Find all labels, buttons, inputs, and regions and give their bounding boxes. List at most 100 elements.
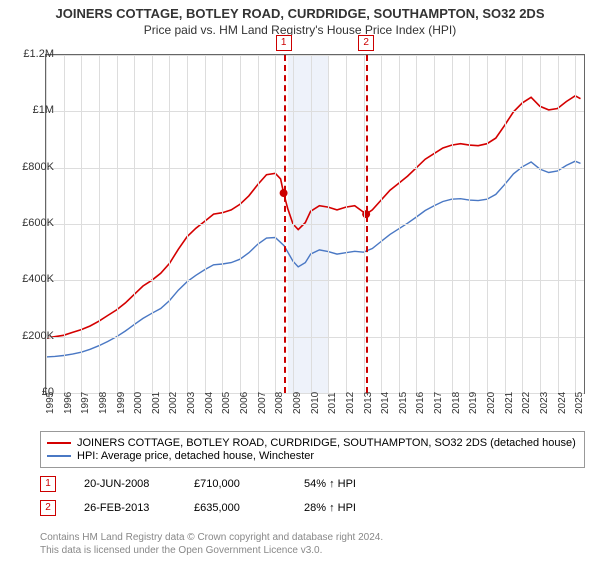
gridline-vertical [328,55,329,393]
legend-swatch [47,455,71,457]
legend-item: JOINERS COTTAGE, BOTLEY ROAD, CURDRIDGE,… [47,437,578,449]
x-axis-tick-label: 2011 [327,392,338,414]
sale-marker-label: 2 [358,35,374,51]
gridline-vertical [540,55,541,393]
gridline-horizontal [46,337,584,338]
sale-marker-line [284,55,286,393]
sale-date: 26-FEB-2013 [84,502,194,514]
gridline-horizontal [46,224,584,225]
chart-subtitle: Price paid vs. HM Land Registry's House … [0,23,600,37]
footer-line-1: Contains HM Land Registry data © Crown c… [40,531,383,544]
gridline-vertical [81,55,82,393]
x-axis-tick-label: 2018 [451,392,462,414]
gridline-vertical [452,55,453,393]
x-axis-tick-label: 2010 [310,392,321,414]
gridline-vertical [434,55,435,393]
x-axis-tick-label: 2009 [292,392,303,414]
x-axis-tick-label: 2014 [380,392,391,414]
x-axis-tick-label: 2023 [539,392,550,414]
x-axis-tick-label: 2015 [398,392,409,414]
x-axis-tick-label: 2012 [345,392,356,414]
x-axis-tick-label: 2000 [133,392,144,414]
gridline-vertical [487,55,488,393]
gridline-vertical [399,55,400,393]
series-line [46,96,581,338]
x-axis-tick-label: 2004 [204,392,215,414]
gridline-vertical [205,55,206,393]
x-axis-tick-label: 2003 [186,392,197,414]
y-axis-tick-label: £800K [14,161,54,173]
x-axis-tick-label: 1996 [63,392,74,414]
y-axis-tick-label: £600K [14,217,54,229]
x-axis-tick-label: 2025 [574,392,585,414]
x-axis-tick-label: 2021 [504,392,515,414]
gridline-vertical [522,55,523,393]
gridline-horizontal [46,55,584,56]
sale-pct-vs-hpi: 28% ↑ HPI [304,502,384,514]
legend-label: JOINERS COTTAGE, BOTLEY ROAD, CURDRIDGE,… [77,437,576,449]
sale-price: £710,000 [194,478,304,490]
legend-box: JOINERS COTTAGE, BOTLEY ROAD, CURDRIDGE,… [40,431,585,468]
x-axis-tick-label: 2024 [557,392,568,414]
gridline-horizontal [46,168,584,169]
legend-label: HPI: Average price, detached house, Winc… [77,450,314,462]
x-axis-tick-label: 1997 [80,392,91,414]
footer-text: Contains HM Land Registry data © Crown c… [40,531,383,557]
x-axis-tick-label: 1998 [98,392,109,414]
y-axis-tick-label: £400K [14,273,54,285]
gridline-vertical [575,55,576,393]
gridline-vertical [99,55,100,393]
sale-date: 20-JUN-2008 [84,478,194,490]
chart-title: JOINERS COTTAGE, BOTLEY ROAD, CURDRIDGE,… [0,6,600,21]
x-axis-tick-label: 2007 [257,392,268,414]
sale-detail-row: 2 26-FEB-2013£635,00028% ↑ HPI [40,500,585,516]
gridline-vertical [416,55,417,393]
legend-item: HPI: Average price, detached house, Winc… [47,450,578,462]
gridline-vertical [117,55,118,393]
gridline-vertical [275,55,276,393]
y-axis-tick-label: £1M [14,104,54,116]
x-axis-tick-label: 2022 [521,392,532,414]
gridline-vertical [364,55,365,393]
gridline-vertical [152,55,153,393]
gridline-horizontal [46,280,584,281]
gridline-vertical [469,55,470,393]
gridline-vertical [64,55,65,393]
sale-pct-vs-hpi: 54% ↑ HPI [304,478,384,490]
series-line [46,161,581,357]
gridline-vertical [169,55,170,393]
sale-marker-line [366,55,368,393]
sale-marker-label: 1 [276,35,292,51]
gridline-vertical [505,55,506,393]
x-axis-tick-label: 2016 [415,392,426,414]
x-axis-tick-label: 1995 [45,392,56,414]
gridline-vertical [558,55,559,393]
x-axis-tick-label: 2020 [486,392,497,414]
y-axis-tick-label: £1.2M [14,48,54,60]
gridline-vertical [187,55,188,393]
gridline-vertical [240,55,241,393]
gridline-vertical [293,55,294,393]
x-axis-tick-label: 2001 [151,392,162,414]
gridline-vertical [311,55,312,393]
y-axis-tick-label: £200K [14,330,54,342]
gridline-vertical [346,55,347,393]
x-axis-tick-label: 2008 [274,392,285,414]
sale-price: £635,000 [194,502,304,514]
x-axis-tick-label: 1999 [116,392,127,414]
x-axis-tick-label: 2002 [168,392,179,414]
x-axis-tick-label: 2017 [433,392,444,414]
legend-swatch [47,442,71,444]
gridline-vertical [258,55,259,393]
chart-plot-area: 12 [45,54,585,394]
sale-detail-row: 1 20-JUN-2008£710,00054% ↑ HPI [40,476,585,492]
footer-line-2: This data is licensed under the Open Gov… [40,544,383,557]
gridline-vertical [222,55,223,393]
x-axis-tick-label: 2006 [239,392,250,414]
gridline-vertical [134,55,135,393]
sale-index-badge: 2 [40,500,56,516]
x-axis-tick-label: 2013 [363,392,374,414]
x-axis-tick-label: 2005 [221,392,232,414]
sale-index-badge: 1 [40,476,56,492]
gridline-horizontal [46,111,584,112]
